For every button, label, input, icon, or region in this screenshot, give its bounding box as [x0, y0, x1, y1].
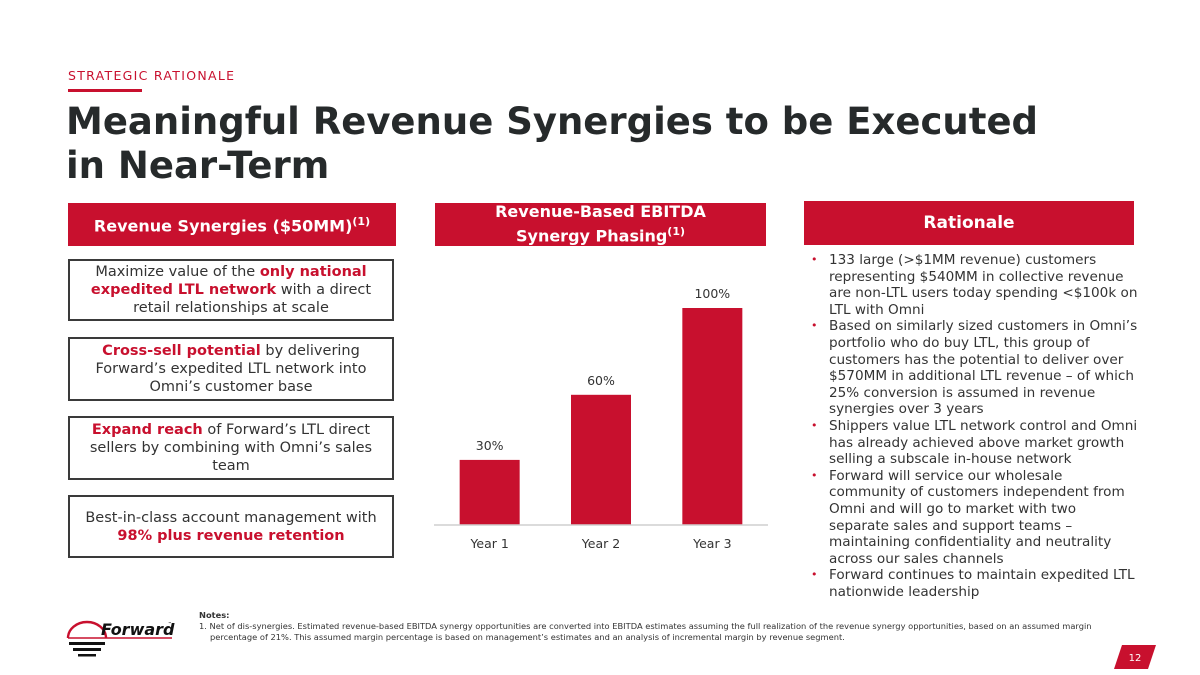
x-tick-label: Year 3: [692, 536, 731, 551]
box-text: of Forward’s LTL direct sellers by combi…: [89, 422, 373, 474]
rationale-bullet: Based on similarly sized customers in Om…: [808, 318, 1138, 418]
logo-arc-icon: [66, 620, 108, 639]
synergy-phasing-header: Revenue-Based EBITDA Synergy Phasing(1): [435, 202, 766, 246]
logo-trademark: ™: [168, 621, 172, 626]
footnote-ref: (1): [352, 215, 371, 229]
synergy-phasing-chart: 30% Year 1 60% Year 2 100% Year 3: [434, 286, 768, 551]
box-highlight: 98% plus revenue retention: [117, 527, 345, 544]
forward-logo: Forward ™: [66, 620, 175, 657]
rationale-bullet: Forward will service our wholesale commu…: [808, 468, 1138, 568]
revenue-synergies-heading: Revenue Synergies ($50MM): [93, 216, 353, 236]
synergy-box-cross-sell: Cross-sell potential by delivering Forwa…: [68, 337, 394, 401]
label-group: 30% Year 1 60% Year 2 100% Year 3: [469, 286, 731, 551]
notes-title: Notes:: [199, 610, 230, 620]
logo-stripe: [69, 642, 105, 645]
logo-wordmark: Forward: [101, 620, 175, 639]
box-text: with a direct retail relationships at sc…: [133, 282, 372, 316]
rationale-header: Rationale: [804, 201, 1134, 245]
page-title: Meaningful Revenue Synergies to be Execu…: [66, 100, 1039, 187]
footnotes: Notes: 1. Net of dis-synergies. Estimate…: [199, 610, 1099, 643]
logo-stripe: [73, 648, 101, 651]
synergy-box-account-management: Best-in-class account management with 98…: [68, 495, 394, 558]
x-tick-label: Year 2: [581, 536, 620, 551]
page-number-shape: [1114, 645, 1156, 669]
bar-group: [459, 308, 743, 525]
bar-year-1: [459, 459, 520, 525]
synergy-box-expand-reach: Expand reach of Forward’s LTL direct sel…: [68, 416, 394, 480]
rationale-bullet: 133 large (>$1MM revenue) customers repr…: [808, 252, 1138, 318]
data-label: 100%: [694, 286, 730, 301]
page-number: 12: [1129, 653, 1142, 664]
section-eyebrow: STRATEGIC RATIONALE: [68, 68, 236, 83]
box-text: by delivering Forward’s expedited LTL ne…: [95, 343, 367, 395]
synergy-phasing-heading-line2: Synergy Phasing: [515, 226, 668, 246]
box-highlight: Cross-sell potential: [102, 343, 261, 359]
box-highlight: Expand reach: [91, 422, 203, 438]
data-label: 30%: [476, 438, 504, 453]
rationale-heading: Rationale: [923, 213, 1015, 233]
box-text: Best-in-class account management with: [85, 509, 377, 526]
rationale-bullet: Shippers value LTL network control and O…: [808, 418, 1138, 468]
revenue-synergies-header: Revenue Synergies ($50MM)(1): [68, 203, 396, 246]
bar-year-2: [571, 394, 631, 525]
footnote-item: 1. Net of dis-synergies. Estimated reven…: [199, 621, 1092, 642]
logo-stripe: [78, 654, 96, 657]
box-highlight: only national expedited LTL network: [90, 264, 367, 298]
x-tick-label: Year 1: [469, 536, 508, 551]
synergy-box-national-network: Maximize value of the only national expe…: [68, 259, 394, 321]
synergy-phasing-heading-line1: Revenue-Based EBITDA: [495, 202, 706, 222]
box-text: Maximize value of the: [95, 264, 260, 280]
rationale-list: 133 large (>$1MM revenue) customers repr…: [808, 252, 1138, 600]
footnote-ref: (1): [667, 225, 686, 239]
bar-year-3: [682, 308, 743, 525]
page-number-badge: 12: [1114, 645, 1156, 669]
eyebrow-rule: [68, 89, 142, 92]
data-label: 60%: [587, 373, 615, 388]
rationale-bullet: Forward continues to maintain expedited …: [808, 567, 1138, 600]
